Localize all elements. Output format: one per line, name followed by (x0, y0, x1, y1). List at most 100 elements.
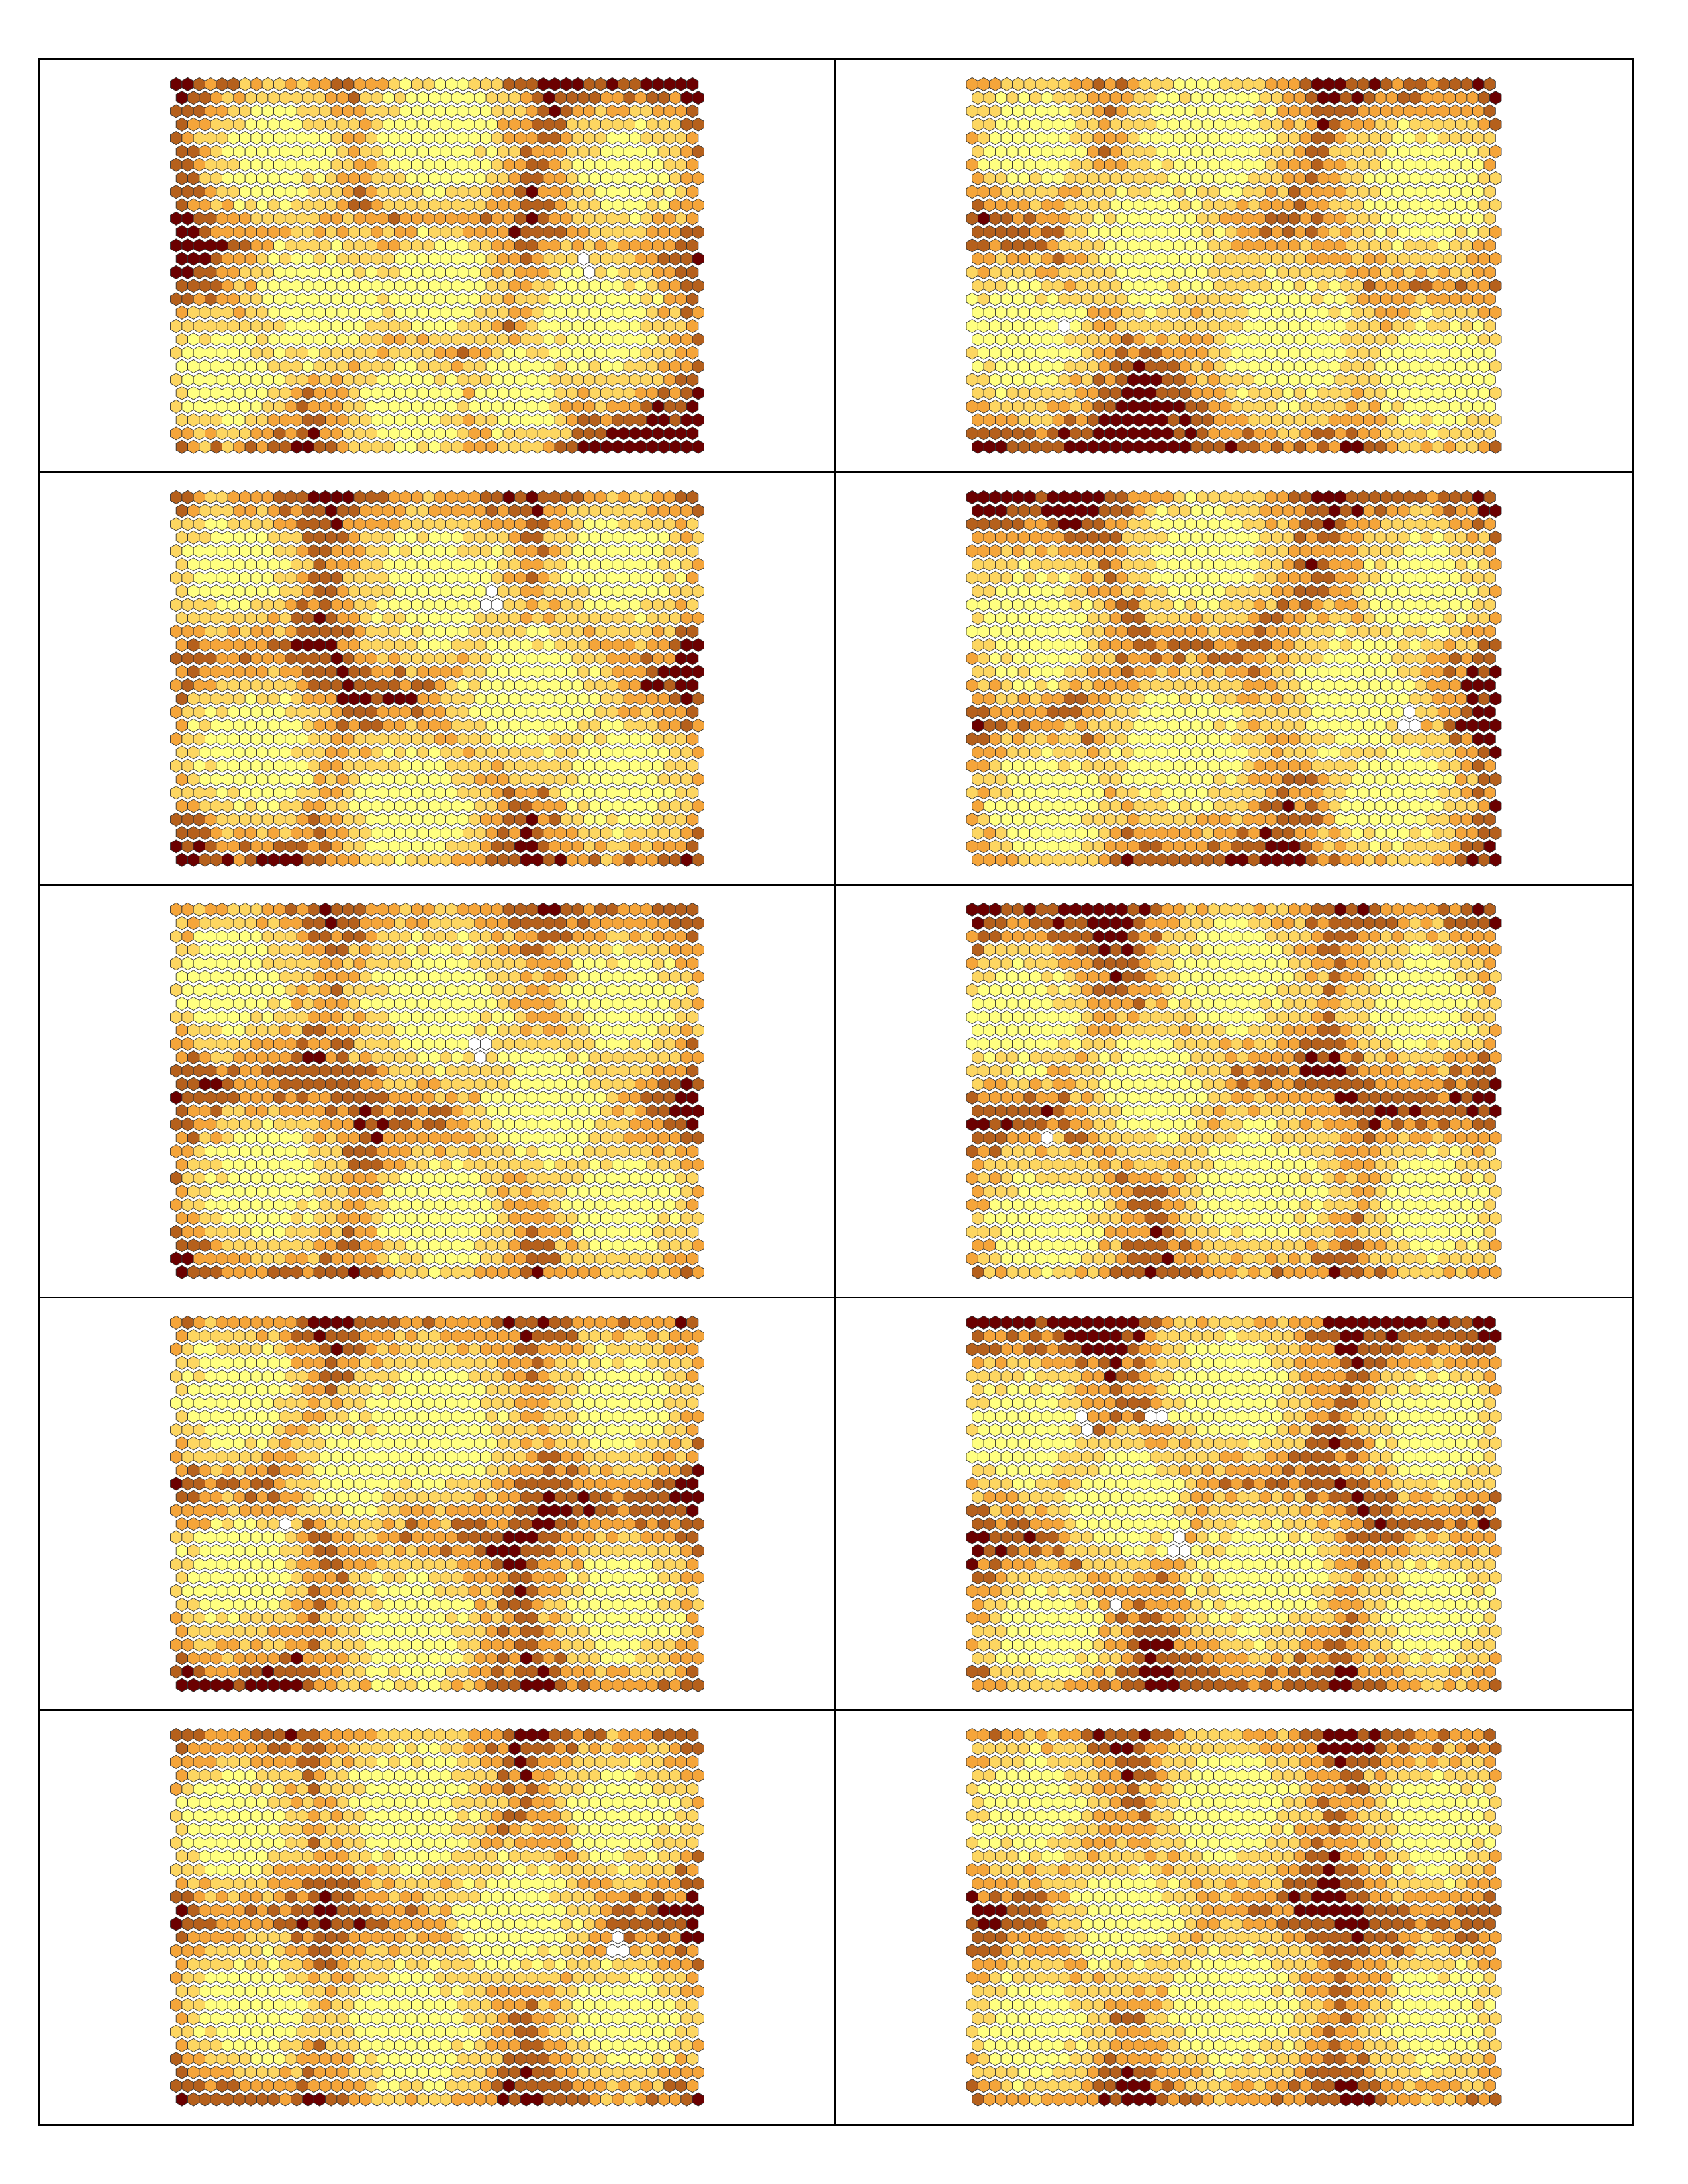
hex-cell (1259, 557, 1272, 571)
hex-cell (1455, 691, 1468, 705)
hex-cell (422, 211, 435, 226)
hex-cell (1231, 345, 1243, 360)
hex-cell (1397, 439, 1410, 454)
hex-cell (394, 584, 406, 598)
hex-cell (686, 678, 699, 692)
hex-cell (411, 185, 424, 199)
hex-cell (428, 305, 441, 320)
hex-cell (966, 597, 978, 612)
hex-cell (451, 772, 463, 786)
hex-cell (1225, 332, 1237, 347)
hex-cell (680, 359, 693, 373)
hex-cell (365, 624, 377, 639)
hex-cell (1127, 319, 1140, 334)
hex-cell (1466, 530, 1479, 545)
hex-cell (1391, 785, 1404, 799)
hex-cell (566, 251, 579, 266)
hex-cell (566, 198, 579, 212)
hex-cell (502, 597, 515, 612)
hex-cell (353, 77, 366, 91)
hex-cell (279, 117, 291, 132)
hex-cell (428, 557, 441, 571)
hex-cell (1173, 570, 1186, 585)
hex-cell (646, 691, 659, 705)
hex-cell (1323, 543, 1335, 558)
hex-cell (675, 812, 687, 827)
hex-cell (1323, 597, 1335, 612)
hex-cell (199, 611, 211, 625)
hex-cell (1115, 597, 1128, 612)
hex-cell (1121, 718, 1134, 733)
hex-cell (1426, 265, 1438, 279)
hex-cell (520, 557, 532, 571)
hex-cell (1385, 332, 1399, 347)
hex-cell (1023, 185, 1036, 199)
hex-cell (319, 373, 332, 387)
hex-cell (1196, 345, 1209, 360)
hex-cell (1415, 517, 1427, 531)
hex-cell (1311, 517, 1324, 531)
hex-cell (273, 399, 286, 414)
hex-cell (652, 319, 665, 334)
hex-cell (233, 584, 246, 598)
hex-cell (526, 292, 538, 306)
hex-cell (445, 104, 458, 118)
hex-cell (1161, 758, 1174, 773)
hex-cell (181, 812, 194, 827)
hex-cell (1219, 345, 1232, 360)
hex-cell (416, 718, 429, 733)
hex-cell (411, 345, 424, 360)
hex-cell (657, 637, 670, 652)
hex-cell (1064, 611, 1076, 625)
hex-cell (989, 131, 1002, 146)
hex-cell (491, 185, 504, 199)
hex-cell (577, 799, 590, 813)
hex-cell (250, 185, 263, 199)
hex-cell (1374, 530, 1387, 545)
hex-cell (1397, 503, 1410, 518)
hex-cell (1064, 584, 1076, 598)
hex-cell (1075, 144, 1088, 159)
hex-cell (966, 651, 978, 665)
hex-cell (193, 543, 205, 558)
hex-cell (1460, 131, 1473, 146)
hex-cell (244, 359, 257, 373)
hex-cell (1293, 637, 1307, 652)
hex-cell (1248, 251, 1260, 266)
hex-cell (1380, 731, 1393, 746)
hex-cell (554, 611, 567, 625)
hex-cell (1201, 225, 1215, 240)
hex-cell (549, 651, 561, 665)
hex-cell (1069, 345, 1082, 360)
hex-cell (1477, 117, 1491, 132)
hex-cell (1432, 584, 1444, 598)
hex-cell (1196, 785, 1209, 799)
hex-cell (543, 584, 555, 598)
hex-cell (440, 386, 452, 400)
hex-cell (1035, 292, 1048, 306)
hex-cell (549, 678, 561, 692)
hex-cell (187, 772, 200, 786)
hex-cell (239, 265, 252, 279)
hex-cell (497, 557, 510, 571)
hex-cell (319, 265, 332, 279)
hex-cell (1265, 265, 1278, 279)
hex-cell (319, 238, 332, 253)
hex-cell (353, 265, 366, 279)
hex-cell (1265, 104, 1278, 118)
hex-cell (966, 238, 978, 253)
hex-cell (1437, 490, 1450, 504)
hex-cell (319, 345, 332, 360)
hex-cell (302, 171, 314, 185)
hex-cell (686, 131, 699, 146)
hex-cell (1201, 439, 1215, 454)
hex-cell (1276, 238, 1289, 253)
hex-cell (1293, 91, 1307, 105)
hex-cell (549, 345, 561, 360)
hex-cell (416, 852, 429, 867)
hex-cell (273, 570, 286, 585)
hex-cell (1242, 705, 1254, 719)
hex-cell (571, 570, 584, 585)
hex-cell (1161, 490, 1174, 504)
hex-cell (256, 225, 269, 240)
